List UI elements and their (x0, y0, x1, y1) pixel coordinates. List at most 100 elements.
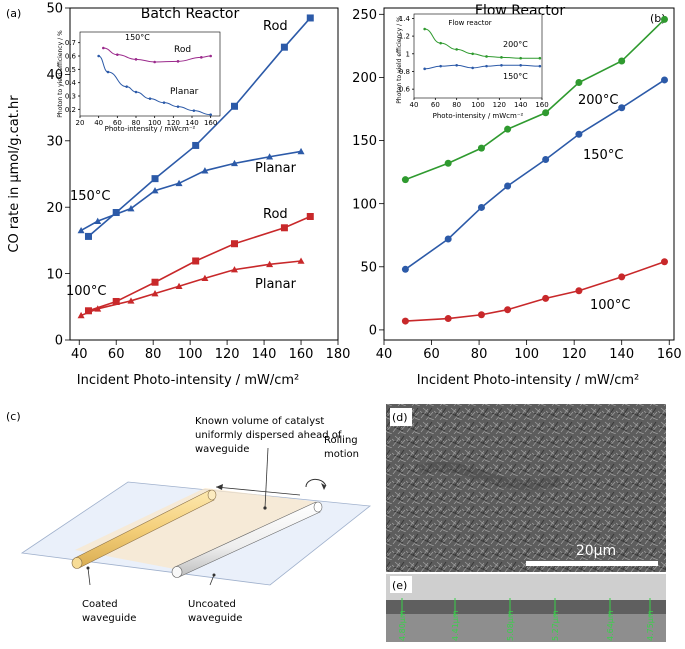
data-point (102, 46, 105, 50)
batch-inset-chart: 20 40 60 80 100 120 140 160 0.2 0.3 0.4 0.5 0.6 0.7 P… (57, 30, 221, 133)
data-point (401, 265, 409, 273)
x-tick-label: 120 (215, 347, 240, 362)
y-tick-label: 50 (360, 260, 377, 275)
x-tick-label: 120 (167, 119, 180, 127)
data-point (112, 297, 120, 305)
data-point (306, 212, 314, 220)
x-tick-label: 80 (145, 347, 162, 362)
catalyst-note-line-1: Known volume of catalyst (195, 416, 324, 427)
sem-top-view: (d) 20μm (386, 404, 666, 572)
x-tick-label: 120 (493, 101, 506, 109)
data-point (151, 175, 159, 183)
y-tick-label: 0.5 (65, 66, 76, 74)
uncoated-callout-line (209, 574, 215, 586)
catalyst-note-line-2: uniformly dispersed ahead of (195, 430, 342, 441)
data-point (94, 305, 102, 312)
data-point (201, 167, 209, 174)
data-point (94, 217, 102, 224)
x-tick-label: 80 (452, 101, 461, 109)
label-planar-150: Planar (255, 161, 297, 176)
data-point (209, 54, 212, 58)
flow-inset-ticks: 40 60 80 100 120 140 160 0.6 0.8 1 1.2 1.4 (399, 15, 549, 109)
data-point (660, 258, 668, 266)
panel-d-letter: (d) (392, 411, 408, 424)
x-tick-label: 160 (535, 101, 548, 109)
label-rod-100: Rod (263, 207, 288, 222)
thickness-label: 4.41μm (451, 610, 460, 641)
data-point (306, 14, 314, 22)
data-point (542, 109, 550, 117)
batch-inset-frame (79, 31, 221, 117)
x-tick-label: 140 (252, 347, 277, 362)
data-point (192, 109, 196, 112)
x-tick-label: 140 (185, 119, 198, 127)
waveguide-schematic: (c) Known volume of catalyst uniformly d… (6, 410, 372, 624)
data-point (485, 64, 488, 68)
sem-scale-bar (526, 561, 658, 566)
data-point (575, 130, 583, 138)
x-tick-label: 80 (471, 347, 488, 362)
cross-section-film (386, 600, 666, 614)
data-point (444, 235, 452, 243)
batch-chart-title: Batch Reactor (141, 6, 240, 22)
flow-inset-series (423, 27, 542, 71)
data-point (230, 102, 238, 110)
data-point (175, 179, 183, 187)
y-tick-label: 0.2 (65, 106, 76, 114)
thickness-label: 4.80μm (398, 610, 407, 641)
data-point (423, 67, 426, 71)
data-point (538, 64, 542, 68)
sem-shadow-ridge (418, 461, 562, 491)
rolling-arrow-head (321, 483, 326, 490)
inset-label-200c: 200°C (503, 40, 528, 49)
coated-callout-dot (86, 566, 90, 570)
uncoated-callout-dot (212, 573, 216, 577)
data-point (401, 317, 409, 325)
x-tick-label: 120 (562, 347, 587, 362)
batch-inset-series (97, 46, 212, 116)
x-tick-label: 40 (410, 101, 419, 109)
y-tick-label: 20 (46, 201, 63, 216)
data-point (504, 182, 512, 190)
label-200c: 200°C (578, 93, 618, 108)
data-point (112, 209, 120, 217)
rolling-label-line-1: Rolling (324, 435, 358, 446)
uncoated-label-line-1: Uncoated (188, 599, 236, 610)
y-tick-label: 100 (352, 197, 377, 212)
inset-label-150c-flow: 150°C (503, 72, 528, 81)
batch-y-axis-label: CO rate in μmol/g.cat.hr (7, 95, 22, 253)
data-point (77, 226, 85, 234)
x-tick-label: 40 (71, 347, 88, 362)
flow-inset-y-label: Photon to yield efficiency / % (396, 16, 403, 104)
x-tick-label: 60 (423, 347, 440, 362)
data-point (151, 187, 159, 194)
thickness-label: 4.64μm (606, 610, 615, 641)
data-point (201, 274, 209, 282)
data-point (209, 113, 212, 116)
data-point (153, 60, 156, 64)
x-tick-label: 100 (148, 119, 161, 127)
data-point (176, 105, 180, 108)
data-point (519, 56, 522, 60)
label-100c: 100°C (66, 284, 106, 299)
data-point (500, 56, 503, 59)
data-point (519, 63, 522, 67)
x-tick-label: 140 (514, 101, 527, 109)
label-150c: 150°C (70, 189, 110, 204)
thickness-label: 5.08μm (506, 610, 515, 641)
panel-d-letter-box (390, 408, 412, 426)
data-point (423, 27, 426, 31)
data-point (127, 205, 135, 212)
data-point (439, 41, 442, 45)
data-point (176, 60, 180, 63)
data-point (151, 278, 159, 286)
data-point (230, 240, 238, 248)
batch-inset-y-label: Photon to yield efficiency / % (57, 30, 64, 118)
y-tick-label: 10 (46, 267, 63, 282)
y-tick-label: 50 (46, 2, 63, 17)
data-point (455, 63, 458, 67)
y-tick-label: 0.8 (399, 68, 410, 76)
data-point (444, 315, 452, 323)
